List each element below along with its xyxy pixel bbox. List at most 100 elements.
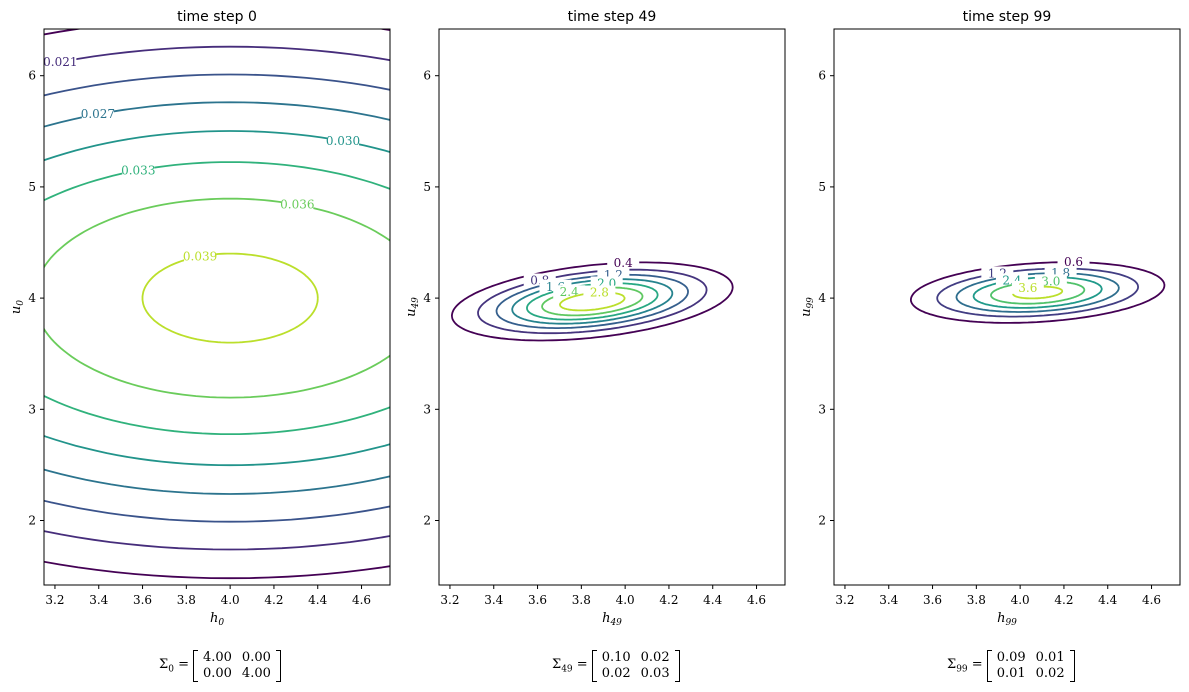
matrix-symbol: Σ0 = [159,657,189,675]
contour-line-3.6 [1012,285,1064,300]
y-tick-label: 4 [28,291,36,305]
contour-label-bg [184,249,217,263]
x-tick-label: 3.2 [45,593,64,607]
matrix-cell: 4.00 [202,650,232,665]
x-axis-label: h0 [210,611,224,628]
x-tick-label: 4.6 [352,593,371,607]
matrix-bracket: 4.00 0.00 0.00 4.00 [192,650,281,682]
contour-label-3.6: 3.6 [1018,281,1037,295]
y-tick-label: 6 [28,69,36,83]
contour-label-0.027: 0.027 [81,107,115,121]
contour-line-0.8 [477,268,708,335]
x-tick-label: 3.2 [835,593,854,607]
y-tick-label: 2 [423,514,431,528]
y-tick-label: 4 [423,291,431,305]
y-tick-label: 2 [28,514,36,528]
contour-line-0.030 [44,130,390,467]
contour-group: 0.40.81.21.62.02.42.8 [450,255,734,342]
x-tick-label: 3.8 [177,593,196,607]
x-tick-label: 4.6 [1142,593,1161,607]
axes-frame [43,28,391,586]
chart-title: time step 0 [177,9,257,25]
x-tick-label: 4.0 [616,593,635,607]
chart-title: time step 99 [963,9,1052,25]
contour-line-1.2 [936,267,1140,318]
contour-label-0.021: 0.021 [43,55,77,69]
contour-label-bg [281,197,314,211]
y-tick-label: 4 [818,291,826,305]
y-tick-label: 3 [28,402,36,416]
contour-label-bg [327,134,360,148]
subplot-0: 0.021 0.027 0.030 0.033 0.036 0.039 3.2 3.4 3.6 3… [9,9,391,628]
contour-label-bg [583,285,616,299]
y-tick-label: 5 [818,180,826,194]
matrix-cell: 0.10 [601,650,631,665]
y-tick-label: 2 [818,514,826,528]
contour-label-0.036: 0.036 [280,198,314,212]
x-tick-label: 3.6 [923,593,942,607]
contour-label-2.8: 2.8 [590,286,609,300]
matrix-cell: 0.00 [202,666,232,681]
contour-group: 0.61.21.82.43.03.6 [910,255,1166,324]
x-tick-label: 4.0 [1011,593,1030,607]
x-tick-label: 3.8 [967,593,986,607]
contour-label-bg [1057,255,1090,269]
contour-line-0.4 [450,261,734,342]
matrix-bracket: 0.09 0.01 0.01 0.02 [986,650,1075,682]
matrix-symbol: Σ99 = [947,657,983,675]
matrix-cell: 0.02 [640,650,670,665]
contour-label-3.0: 3.0 [1041,274,1060,288]
contour-line-0.033 [44,161,390,435]
contour-label-0.4: 0.4 [614,256,633,270]
y-tick-label: 5 [423,180,431,194]
matrix-cell: 0.00 [241,650,271,665]
contour-line-0.021 [44,45,390,551]
covariance-matrix-49: Σ49 = 0.10 0.02 0.02 0.03 [552,646,680,686]
covariance-matrix-99: Σ99 = 0.09 0.01 0.01 0.02 [947,646,1075,686]
contour-label-bg [607,255,640,269]
contour-line-0.039 [141,252,319,344]
matrix-symbol: Σ49 = [552,657,588,675]
x-tick-label: 4.6 [747,593,766,607]
y-tick-label: 5 [28,180,36,194]
y-tick-label: 3 [818,402,826,416]
contour-label-bg [122,163,155,177]
contour-label-0.033: 0.033 [121,163,155,177]
y-axis-label: u49 [404,297,421,317]
x-tick-label: 4.4 [703,593,722,607]
covariance-matrix-0: Σ0 = 4.00 0.00 0.00 4.00 [159,646,281,686]
axes-frame [833,28,1181,586]
x-tick-label: 3.4 [89,593,108,607]
contour-label-bg [44,54,77,68]
x-tick-label: 4.4 [1098,593,1117,607]
subplot-2: 0.61.21.82.43.03.63.23.43.63.84.04.24.44… [799,9,1181,628]
matrix-cell: 0.01 [1035,650,1065,665]
contour-label-bg [81,107,114,121]
x-axis-label: h49 [602,611,622,628]
contour-line-0.018 [44,29,390,580]
y-tick-label: 3 [423,402,431,416]
axes-frame [438,28,786,586]
y-tick-label: 6 [818,69,826,83]
matrix-bracket: 0.10 0.02 0.02 0.03 [591,650,680,682]
contour-line-0.6 [910,261,1166,324]
contour-group: 0.021 0.027 0.030 0.033 0.036 0.039 [43,29,390,580]
matrix-cell: 0.03 [640,666,670,681]
matrix-cell: 0.02 [601,666,631,681]
matrix-cell: 4.00 [241,666,271,681]
matrix-cell: 0.02 [1035,666,1065,681]
contour-line-0.036 [44,197,390,399]
contour-label-bg [1011,280,1044,294]
y-tick-label: 6 [423,69,431,83]
contour-label-0.030: 0.030 [326,134,360,148]
x-axis-label: h99 [997,611,1017,628]
x-tick-label: 3.4 [879,593,898,607]
x-tick-label: 4.2 [264,593,283,607]
contour-label-0.039: 0.039 [183,249,217,263]
x-tick-label: 3.6 [133,593,152,607]
contour-line-1.6 [511,278,674,325]
x-tick-label: 4.2 [659,593,678,607]
y-axis-label: u0 [9,300,26,314]
x-tick-label: 3.6 [528,593,547,607]
x-tick-label: 4.0 [221,593,240,607]
